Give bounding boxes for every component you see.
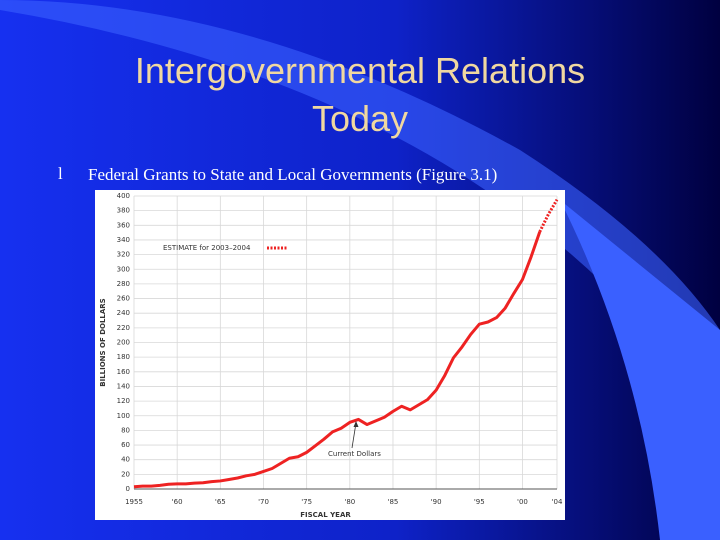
decor <box>0 0 720 420</box>
chart-background <box>95 190 565 520</box>
bullet-text: Federal Grants to State and Local Govern… <box>88 165 497 184</box>
y-tick-label: 20 <box>121 470 130 478</box>
y-tick-label: 120 <box>117 397 130 405</box>
x-tick-label: '85 <box>388 498 399 506</box>
y-tick-label: 80 <box>121 426 130 434</box>
y-tick-label: 200 <box>117 339 130 347</box>
x-axis-label: FISCAL YEAR <box>300 511 351 519</box>
x-tick-label: '70 <box>258 498 269 506</box>
bullet-marker: l <box>58 164 63 183</box>
y-tick-label: 300 <box>117 265 130 273</box>
x-tick-label: '04 <box>552 498 563 506</box>
x-tick-label: '65 <box>215 498 226 506</box>
legend-label: ESTIMATE for 2003–2004 <box>163 244 251 252</box>
y-tick-label: 140 <box>117 382 130 390</box>
x-tick-label: '00 <box>517 498 528 506</box>
annotation: Current Dollars <box>328 450 381 458</box>
y-tick-label: 260 <box>117 295 130 303</box>
x-tick-label: '90 <box>431 498 442 506</box>
y-tick-label: 400 <box>117 192 130 200</box>
data-line <box>133 231 542 489</box>
x-tick-label: '80 <box>344 498 355 506</box>
decor <box>560 200 720 540</box>
y-tick-label: 380 <box>117 207 130 215</box>
y-tick-label: 40 <box>121 456 130 464</box>
y-tick-label: 220 <box>117 324 130 332</box>
y-tick-label: 160 <box>117 368 130 376</box>
x-tick-label: 1955 <box>125 498 143 506</box>
y-tick-label: 280 <box>117 280 130 288</box>
x-tick-label: '75 <box>301 498 312 506</box>
y-tick-label: 60 <box>121 441 130 449</box>
y-tick-label: 360 <box>117 221 130 229</box>
y-axis-label: BILLIONS OF DOLLARS <box>99 298 107 386</box>
x-tick-label: '60 <box>172 498 183 506</box>
annotation-arrow <box>351 422 357 449</box>
y-tick-label: 0 <box>126 485 130 493</box>
x-tick-label: '95 <box>474 498 485 506</box>
y-tick-label: 180 <box>117 353 130 361</box>
y-tick-label: 240 <box>117 309 130 317</box>
slide-title: Intergovernmental Relations Today <box>135 50 585 139</box>
y-tick-label: 100 <box>117 412 130 420</box>
y-tick-label: 320 <box>117 251 130 259</box>
y-tick-label: 340 <box>117 236 130 244</box>
annotation-arrowhead <box>353 421 359 427</box>
